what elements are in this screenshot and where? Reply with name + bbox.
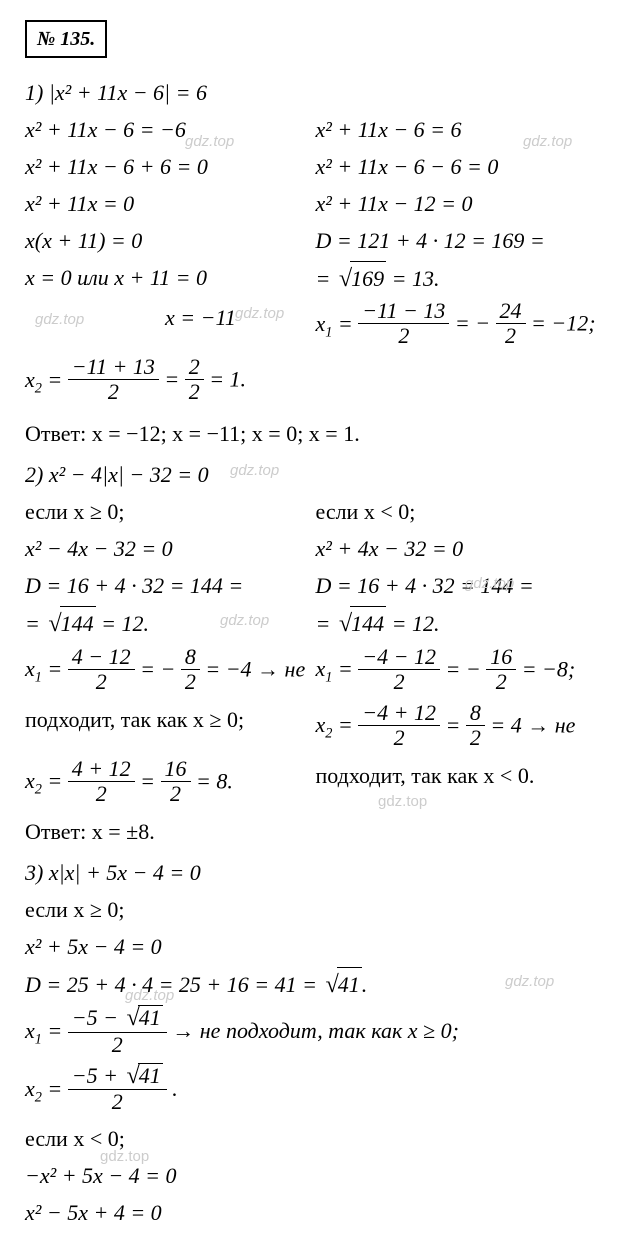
p3-eq3: x² − 5x + 4 = 0	[25, 1196, 606, 1229]
p1-l5: x = 0 или x + 11 = 0	[25, 261, 316, 294]
watermark: gdz.top	[235, 303, 284, 326]
p3-case2: если x < 0; gdz.top	[25, 1122, 606, 1155]
p1-main-eq: 1) |x² + 11x − 6| = 6	[25, 76, 606, 109]
p2-l-x1note: подходит, так как x ≥ 0;	[25, 703, 316, 736]
p2-r-x2: x2 = −4 + 122 = 82 = 4 → не	[316, 703, 607, 752]
p1-l1: x² + 11x − 6 = −6	[25, 113, 316, 146]
p2-r-x1: x1 = −4 − 122 = − 162 = −8;	[316, 647, 607, 696]
p1-r3: x² + 11x − 12 = 0	[316, 187, 607, 220]
p1-r5: = 169 = 13.	[316, 261, 607, 297]
p2-row2: D = 16 + 4 · 32 = 144 = D = 16 + 4 · 32 …	[25, 569, 606, 602]
p3-x2: x2 = −5 + 412 .	[25, 1065, 606, 1117]
p3-eq1: x² + 5x − 4 = 0	[25, 930, 606, 963]
p2-r-x2note: подходит, так как x < 0.	[316, 759, 607, 792]
p1-l4: x(x + 11) = 0	[25, 224, 316, 257]
watermark: gdz.top	[505, 971, 554, 994]
p1-row3: x² + 11x = 0 x² + 11x − 12 = 0	[25, 187, 606, 220]
p2-row1: x² − 4x − 32 = 0 x² + 4x − 32 = 0	[25, 532, 606, 565]
p2-row3: = 144 = 12. = 144 = 12. gdz.top	[25, 606, 606, 642]
p1-row7: x2 = −11 + 132 = 22 = 1.	[25, 357, 606, 407]
p1-l3: x² + 11x = 0	[25, 187, 316, 220]
p1-r2: x² + 11x − 6 − 6 = 0	[316, 150, 607, 183]
problem-number: № 135.	[37, 28, 95, 50]
p3-D1: D = 25 + 4 · 4 = 25 + 16 = 41 = 41. gdz.…	[25, 967, 606, 1003]
p2-main-eq: 2) x² − 4|x| − 32 = 0 gdz.top	[25, 458, 606, 491]
p2-l-x2: x2 = 4 + 122 = 162 = 8.	[25, 759, 316, 808]
p2-row-x1b: подходит, так как x ≥ 0; x2 = −4 + 122 =…	[25, 703, 606, 753]
p2-row-x1: x1 = 4 − 122 = − 82 = −4 → не x1 = −4 − …	[25, 647, 606, 697]
p1-answer: Ответ: x = −12; x = −11; x = 0; x = 1.	[25, 417, 606, 450]
p3-x1: x1 = −5 − 412 → не подходит, так как x ≥…	[25, 1007, 606, 1059]
p3-main-eq: 3) x|x| + 5x − 4 = 0	[25, 856, 606, 889]
p2-cases: если x ≥ 0; если x < 0;	[25, 495, 606, 528]
p2-rcase: если x < 0;	[316, 495, 607, 528]
p1-l2: x² + 11x − 6 + 6 = 0	[25, 150, 316, 183]
p1-row2: x² + 11x − 6 + 6 = 0 x² + 11x − 6 − 6 = …	[25, 150, 606, 183]
p3-eq2: −x² + 5x − 4 = 0	[25, 1159, 606, 1192]
p1-x1: x1 = −11 − 132 = − 242 = −12;	[316, 301, 607, 350]
p1-row5: x = 0 или x + 11 = 0 = 169 = 13.	[25, 261, 606, 297]
p1-row4: x(x + 11) = 0 D = 121 + 4 · 12 = 169 =	[25, 224, 606, 257]
p1-r1: x² + 11x − 6 = 6	[316, 113, 607, 146]
p2-l-x1: x1 = 4 − 122 = − 82 = −4 → не	[25, 647, 316, 696]
p1-x2: x2 = −11 + 132 = 22 = 1.	[25, 357, 316, 406]
p1-row1: x² + 11x − 6 = −6 x² + 11x − 6 = 6 gdz.t…	[25, 113, 606, 146]
p2-lcase: если x ≥ 0;	[25, 495, 316, 528]
p1-r4: D = 121 + 4 · 12 = 169 =	[316, 224, 607, 257]
watermark: gdz.top	[378, 791, 427, 814]
p1-row6: gdz.top x = −11 gdz.top x1 = −11 − 132 =…	[25, 301, 606, 351]
p2-row-x2: x2 = 4 + 122 = 162 = 8. подходит, так ка…	[25, 759, 606, 809]
p1-l6: gdz.top x = −11 gdz.top	[25, 301, 316, 334]
problem-number-box: № 135.	[25, 20, 107, 58]
p2-answer: Ответ: x = ±8.	[25, 815, 606, 848]
p3-case1: если x ≥ 0;	[25, 893, 606, 926]
watermark: gdz.top	[230, 460, 279, 483]
